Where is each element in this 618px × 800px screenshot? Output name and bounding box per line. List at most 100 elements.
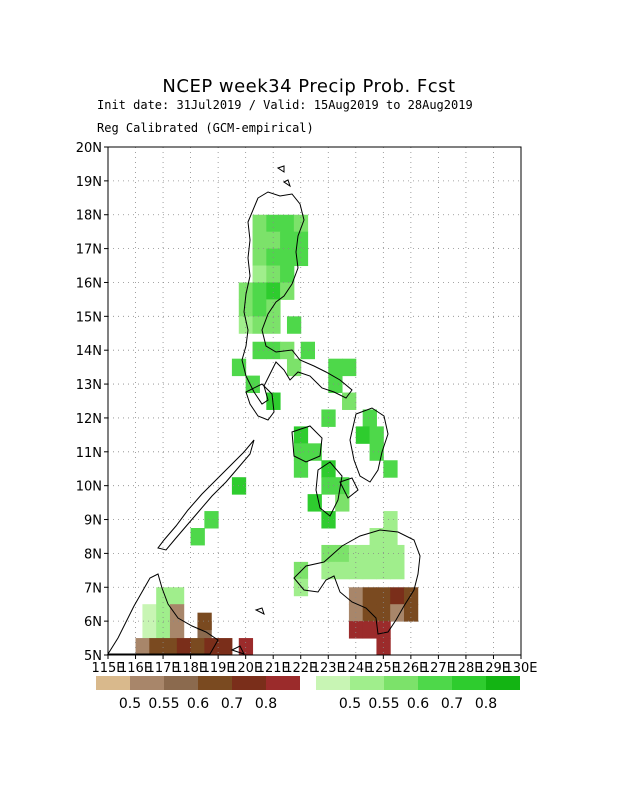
lat-label: 13N [76, 378, 102, 393]
prob-cell [238, 316, 254, 334]
prob-cell [280, 248, 295, 267]
lat-label: 18N [76, 209, 102, 224]
lat-label: 5N [84, 649, 102, 664]
prob-cell [252, 214, 267, 233]
lon-label: 125E [367, 661, 400, 676]
prob-cell [390, 604, 405, 622]
prob-cell [307, 494, 322, 512]
colorbar-swatch [452, 676, 486, 690]
negros-cebu-coastline [315, 461, 343, 517]
lat-label: 7N [84, 581, 102, 596]
prob-cell [169, 604, 185, 622]
prob-cell [335, 544, 350, 563]
prob-cell [266, 392, 281, 410]
colorbar-swatch [486, 676, 520, 690]
colorbar-label: 0.8 [475, 696, 497, 712]
prob-cell [280, 214, 295, 233]
prob-cell [321, 561, 336, 580]
lat-label: 14N [76, 344, 102, 359]
prob-cell [252, 299, 267, 317]
prob-cell [231, 477, 247, 495]
lon-label: 118E [174, 661, 207, 676]
prob-cell [328, 358, 343, 377]
prob-cell [390, 544, 405, 563]
lat-label: 17N [76, 243, 102, 258]
prob-cell [376, 621, 391, 639]
prob-cell [362, 544, 377, 563]
prob-cell [149, 638, 164, 656]
prob-cell [163, 638, 178, 656]
prob-cell [252, 282, 267, 300]
prob-cell [252, 265, 267, 283]
lon-label: 119E [202, 661, 235, 676]
colorbar-swatch [316, 676, 350, 690]
calibration-line: Reg Calibrated (GCM-empirical) [97, 121, 314, 135]
prob-cell [135, 638, 150, 656]
prob-cell [142, 604, 157, 622]
graticule [108, 147, 521, 655]
lat-label: 6N [84, 615, 102, 630]
prob-cell [169, 587, 185, 605]
prob-cell [197, 612, 212, 631]
lon-label: 126E [394, 661, 427, 676]
lat-label: 19N [76, 175, 102, 190]
lat-label: 9N [84, 514, 102, 529]
prob-cell [280, 265, 295, 283]
samar-leyte-coastline [349, 407, 389, 483]
prob-cell [362, 587, 377, 605]
colorbar-label: 0.7 [221, 696, 243, 712]
prob-cell [190, 528, 205, 546]
prob-cell [252, 341, 267, 360]
borneo-coastline [107, 573, 219, 655]
wet-colorbar: 0.5 0.55 0.6 0.7 0.8 [316, 676, 520, 712]
prob-cell [376, 561, 391, 580]
prob-cell [238, 299, 254, 317]
prob-cell [293, 214, 309, 233]
coastlines [107, 165, 421, 655]
colorbar-label: 0.55 [368, 696, 399, 712]
prob-cell [280, 231, 295, 250]
colorbar-swatch [130, 676, 164, 690]
prob-cell [252, 316, 267, 334]
lat-label: 20N [76, 141, 102, 156]
prob-cell [252, 231, 267, 250]
colorbar-swatch [418, 676, 452, 690]
batanes-islands [276, 165, 291, 188]
dry-colorbar: 0.5 0.55 0.6 0.7 0.8 [96, 676, 300, 712]
prob-cell [348, 544, 364, 563]
sulu-islands [230, 607, 265, 655]
colorbar-label: 0.7 [441, 696, 463, 712]
mindanao-coastline [293, 529, 421, 635]
palawan-coastline [157, 439, 255, 551]
lon-label: 115E [91, 661, 124, 676]
colorbar-swatch [198, 676, 232, 690]
lon-label: 120E [229, 661, 262, 676]
prob-cell [204, 638, 219, 656]
colorbar-label: 0.5 [339, 696, 361, 712]
prob-cell [252, 248, 267, 267]
colorbar-label: 0.6 [187, 696, 209, 712]
prob-cell [348, 587, 364, 605]
prob-cell [390, 561, 405, 580]
prob-cell [293, 426, 309, 444]
prob-cell [286, 316, 302, 334]
panay-coastline [291, 425, 323, 463]
latitude-labels: 5N 6N 7N 8N 9N 10N 11N 12N 13N 14N 15N 16N 17N 18N 19N… [76, 141, 108, 664]
lon-label: 117E [147, 661, 180, 676]
lat-label: 10N [76, 480, 102, 495]
lon-label: 122E [284, 661, 317, 676]
prob-cell [204, 511, 219, 529]
prob-cell [176, 638, 192, 656]
prob-cell [390, 587, 405, 605]
probability-cells [135, 214, 419, 656]
lon-label: 128E [449, 661, 482, 676]
prob-cell [383, 460, 398, 478]
init-valid-date-line: Init date: 31Jul2019 / Valid: 15Aug2019 … [97, 98, 473, 112]
prob-cell [369, 426, 384, 444]
prob-cell [362, 561, 377, 580]
prob-cell [362, 409, 377, 427]
prob-cell [190, 638, 205, 656]
lat-label: 12N [76, 412, 102, 427]
prob-cell [376, 638, 391, 656]
